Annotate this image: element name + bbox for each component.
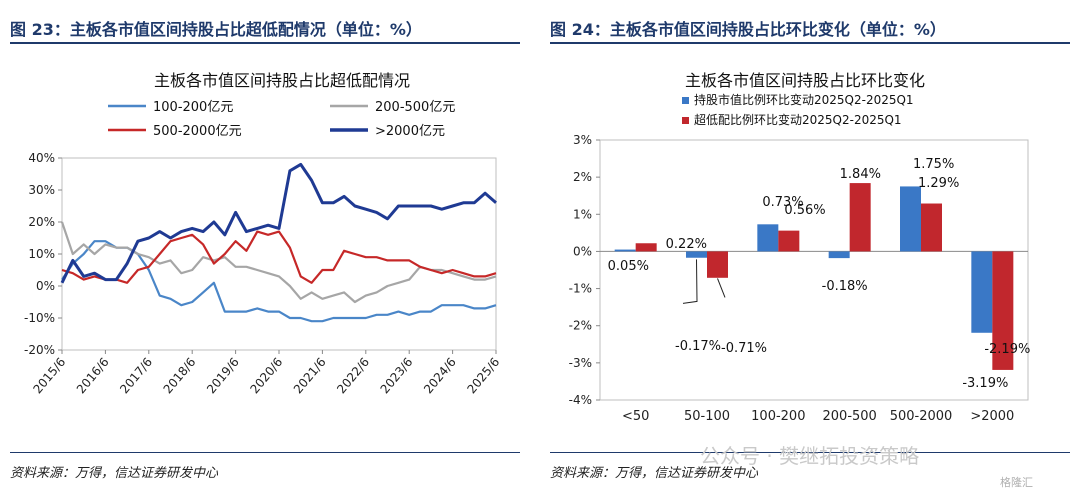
watermark-logo: 格隆汇 [1000,476,1033,489]
x-tick-label: 2018/6 [161,355,199,396]
plot-area-frame [599,139,1029,401]
left-title-rule [10,42,520,44]
bar-data-label: -3.19% [962,376,1008,391]
y-tick-label: 1% [573,207,592,221]
y-tick-label: 10% [28,247,55,261]
bar-data-label: 1.29% [918,176,959,191]
x-category-label: <50 [622,409,649,424]
plot-area-frame [61,157,497,351]
y-tick-label: 0% [573,244,592,258]
x-tick-label: 2017/6 [117,355,155,396]
bar-data-label: -2.19% [984,342,1030,357]
bar-series-2-500-2000 [921,203,942,252]
x-tick-label: 2019/6 [204,355,242,396]
bar-data-label: -0.17% [675,339,721,354]
bar-series-1-50-100 [686,251,707,258]
bar-data-label: 0.73% [762,195,803,210]
x-category-label: 500-2000 [890,409,953,424]
y-tick-label: -20% [24,343,55,357]
right-title-rule [550,42,1070,44]
left-source-note: 资料来源：万得，信达证券研发中心 [10,466,219,481]
bar-data-label: 0.05% [608,259,649,274]
x-tick-label: 2020/6 [247,355,285,396]
x-tick-label: 2023/6 [378,355,416,396]
line-chart-grid [61,157,497,351]
x-tick-label: 2015/6 [30,355,68,396]
x-tick-label: 2025/6 [464,355,502,396]
y-tick-label: -3% [569,356,592,370]
bar-data-label: 1.84% [840,167,881,182]
line-series-3 [61,230,497,284]
x-category-label: 100-200 [751,409,805,424]
label-leader-line [682,259,698,304]
x-tick-label: 2022/6 [334,355,372,396]
bar-data-label: -0.18% [822,279,868,294]
y-tick-label: 0% [36,279,55,293]
bar-chart-data-labels: 0.05% -0.17% 0.73% -0.18% 1.75% -2.19% 0.22% -0… [608,157,1031,391]
bar-data-label: 0.22% [666,237,707,252]
bar-chart: 主板各市值区间持股占比环比变化 持股市值比例环比变动2025Q2-2025Q1 超… [569,71,1031,424]
bar-series-2-<50 [635,243,657,252]
legend-label: 100-200亿元 [153,100,233,115]
bar-chart-bars [614,183,1014,370]
label-leader-line [717,278,726,298]
x-tick-label: 2021/6 [291,355,329,396]
bar-chart-title: 主板各市值区间持股占比环比变化 [685,71,925,90]
right-source-rule [550,452,1070,453]
bar-series-2->2000 [992,251,1014,370]
bar-series-1-<50 [614,249,636,252]
legend-swatch [682,97,689,104]
x-category-label: 50-100 [684,409,730,424]
legend-label: >2000亿元 [375,124,445,139]
y-tick-label: 40% [28,151,55,165]
line-chart: 主板各市值区间持股占比超低配情况 100-200亿元 200-500亿元 500-2… [24,71,502,396]
bar-chart-legend: 持股市值比例环比变动2025Q2-2025Q1 超低配比例环比变动2025Q2-2… [682,92,914,127]
x-category-label: 200-500 [823,409,877,424]
y-tick-label: -2% [569,319,592,333]
y-tick-label: 30% [28,183,55,197]
x-category-label: >2000 [970,409,1014,424]
left-figure-title: 图 23：主板各市值区间持股占比超低配情况（单位：%） [10,20,422,39]
legend-swatch [682,117,689,124]
bar-series-2-200-500 [849,183,871,252]
line-chart-series [60,162,497,323]
bar-series-2-50-100 [707,251,728,278]
left-source-rule [10,452,520,453]
line-chart-legend: 100-200亿元 200-500亿元 500-2000亿元 >2000亿元 [108,100,455,139]
y-tick-label: -10% [24,311,55,325]
x-tick-label: 2016/6 [74,355,112,396]
bar-series-2-100-200 [778,230,800,252]
bar-series-1-200-500 [828,251,850,259]
legend-label: 持股市值比例环比变动2025Q2-2025Q1 [694,92,914,107]
bar-data-label: -0.71% [721,341,767,356]
y-tick-label: -1% [569,282,592,296]
legend-label: 500-2000亿元 [153,124,242,139]
watermark-text: 公众号 · 樊继拓投资策略 [700,444,920,468]
right-figure-title: 图 24：主板各市值区间持股占比环比变化（单位：%） [550,20,946,39]
line-chart-y-axis: 40% 30% 20% 10% 0% -10% -20% [24,151,62,357]
y-tick-label: 2% [573,170,592,184]
bar-series-1-100-200 [757,224,779,252]
y-tick-label: -4% [569,393,592,407]
bar-series-1->2000 [971,251,993,333]
bar-chart-axes: 3% 2% 1% 0% -1% -2% -3% -4% <50 50-100 100-200 200-… [569,133,1029,424]
y-tick-label: 20% [28,215,55,229]
bar-series-1-500-2000 [900,186,921,252]
line-chart-title: 主板各市值区间持股占比超低配情况 [154,71,410,90]
line-chart-x-axis: 2015/6 2016/6 2017/6 2018/6 2019/6 2020/6 2021… [30,350,502,396]
x-tick-label: 2024/6 [421,355,459,396]
legend-label: 200-500亿元 [375,100,455,115]
right-figure-panel: 图 24：主板各市值区间持股占比环比变化（单位：%） 主板各市值区间持股占比环比… [540,0,1080,499]
legend-label: 超低配比例环比变动2025Q2-2025Q1 [694,112,902,127]
bar-data-label: 0.56% [784,203,825,218]
bar-data-label: 1.75% [913,157,954,172]
right-source-note: 资料来源：万得，信达证券研发中心 [550,466,759,481]
line-series-4 [60,162,497,284]
left-figure-panel: 图 23：主板各市值区间持股占比超低配情况（单位：%） 主板各市值区间持股占比超… [0,0,530,499]
y-tick-label: 3% [573,133,592,147]
